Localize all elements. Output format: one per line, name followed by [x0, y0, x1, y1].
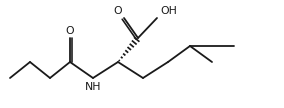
Text: O: O [66, 26, 74, 36]
Text: O: O [113, 6, 122, 16]
Text: OH: OH [160, 6, 177, 16]
Text: NH: NH [85, 82, 101, 92]
